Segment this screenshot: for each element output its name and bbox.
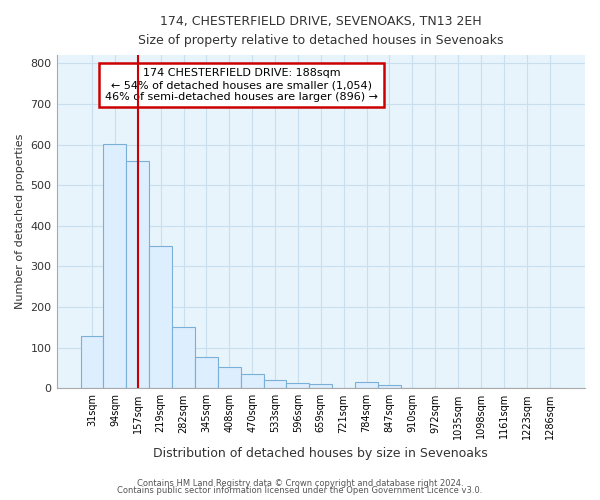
- Bar: [310, 384, 332, 388]
- Text: Contains HM Land Registry data © Crown copyright and database right 2024.: Contains HM Land Registry data © Crown c…: [137, 478, 463, 488]
- Bar: [286, 383, 310, 388]
- Bar: [195, 358, 218, 388]
- Title: 174, CHESTERFIELD DRIVE, SEVENOAKS, TN13 2EH
Size of property relative to detach: 174, CHESTERFIELD DRIVE, SEVENOAKS, TN13…: [138, 15, 503, 47]
- Bar: [172, 326, 195, 388]
- Text: Contains public sector information licensed under the Open Government Licence v3: Contains public sector information licen…: [118, 486, 482, 495]
- Bar: [127, 161, 149, 388]
- Bar: [218, 367, 241, 388]
- X-axis label: Distribution of detached houses by size in Sevenoaks: Distribution of detached houses by size …: [154, 447, 488, 460]
- Bar: [355, 382, 378, 388]
- Text: 174 CHESTERFIELD DRIVE: 188sqm
← 54% of detached houses are smaller (1,054)
46% : 174 CHESTERFIELD DRIVE: 188sqm ← 54% of …: [105, 68, 378, 102]
- Bar: [149, 246, 172, 388]
- Bar: [378, 385, 401, 388]
- Bar: [241, 374, 263, 388]
- Bar: [263, 380, 286, 388]
- Bar: [103, 144, 127, 388]
- Bar: [80, 336, 103, 388]
- Y-axis label: Number of detached properties: Number of detached properties: [15, 134, 25, 310]
